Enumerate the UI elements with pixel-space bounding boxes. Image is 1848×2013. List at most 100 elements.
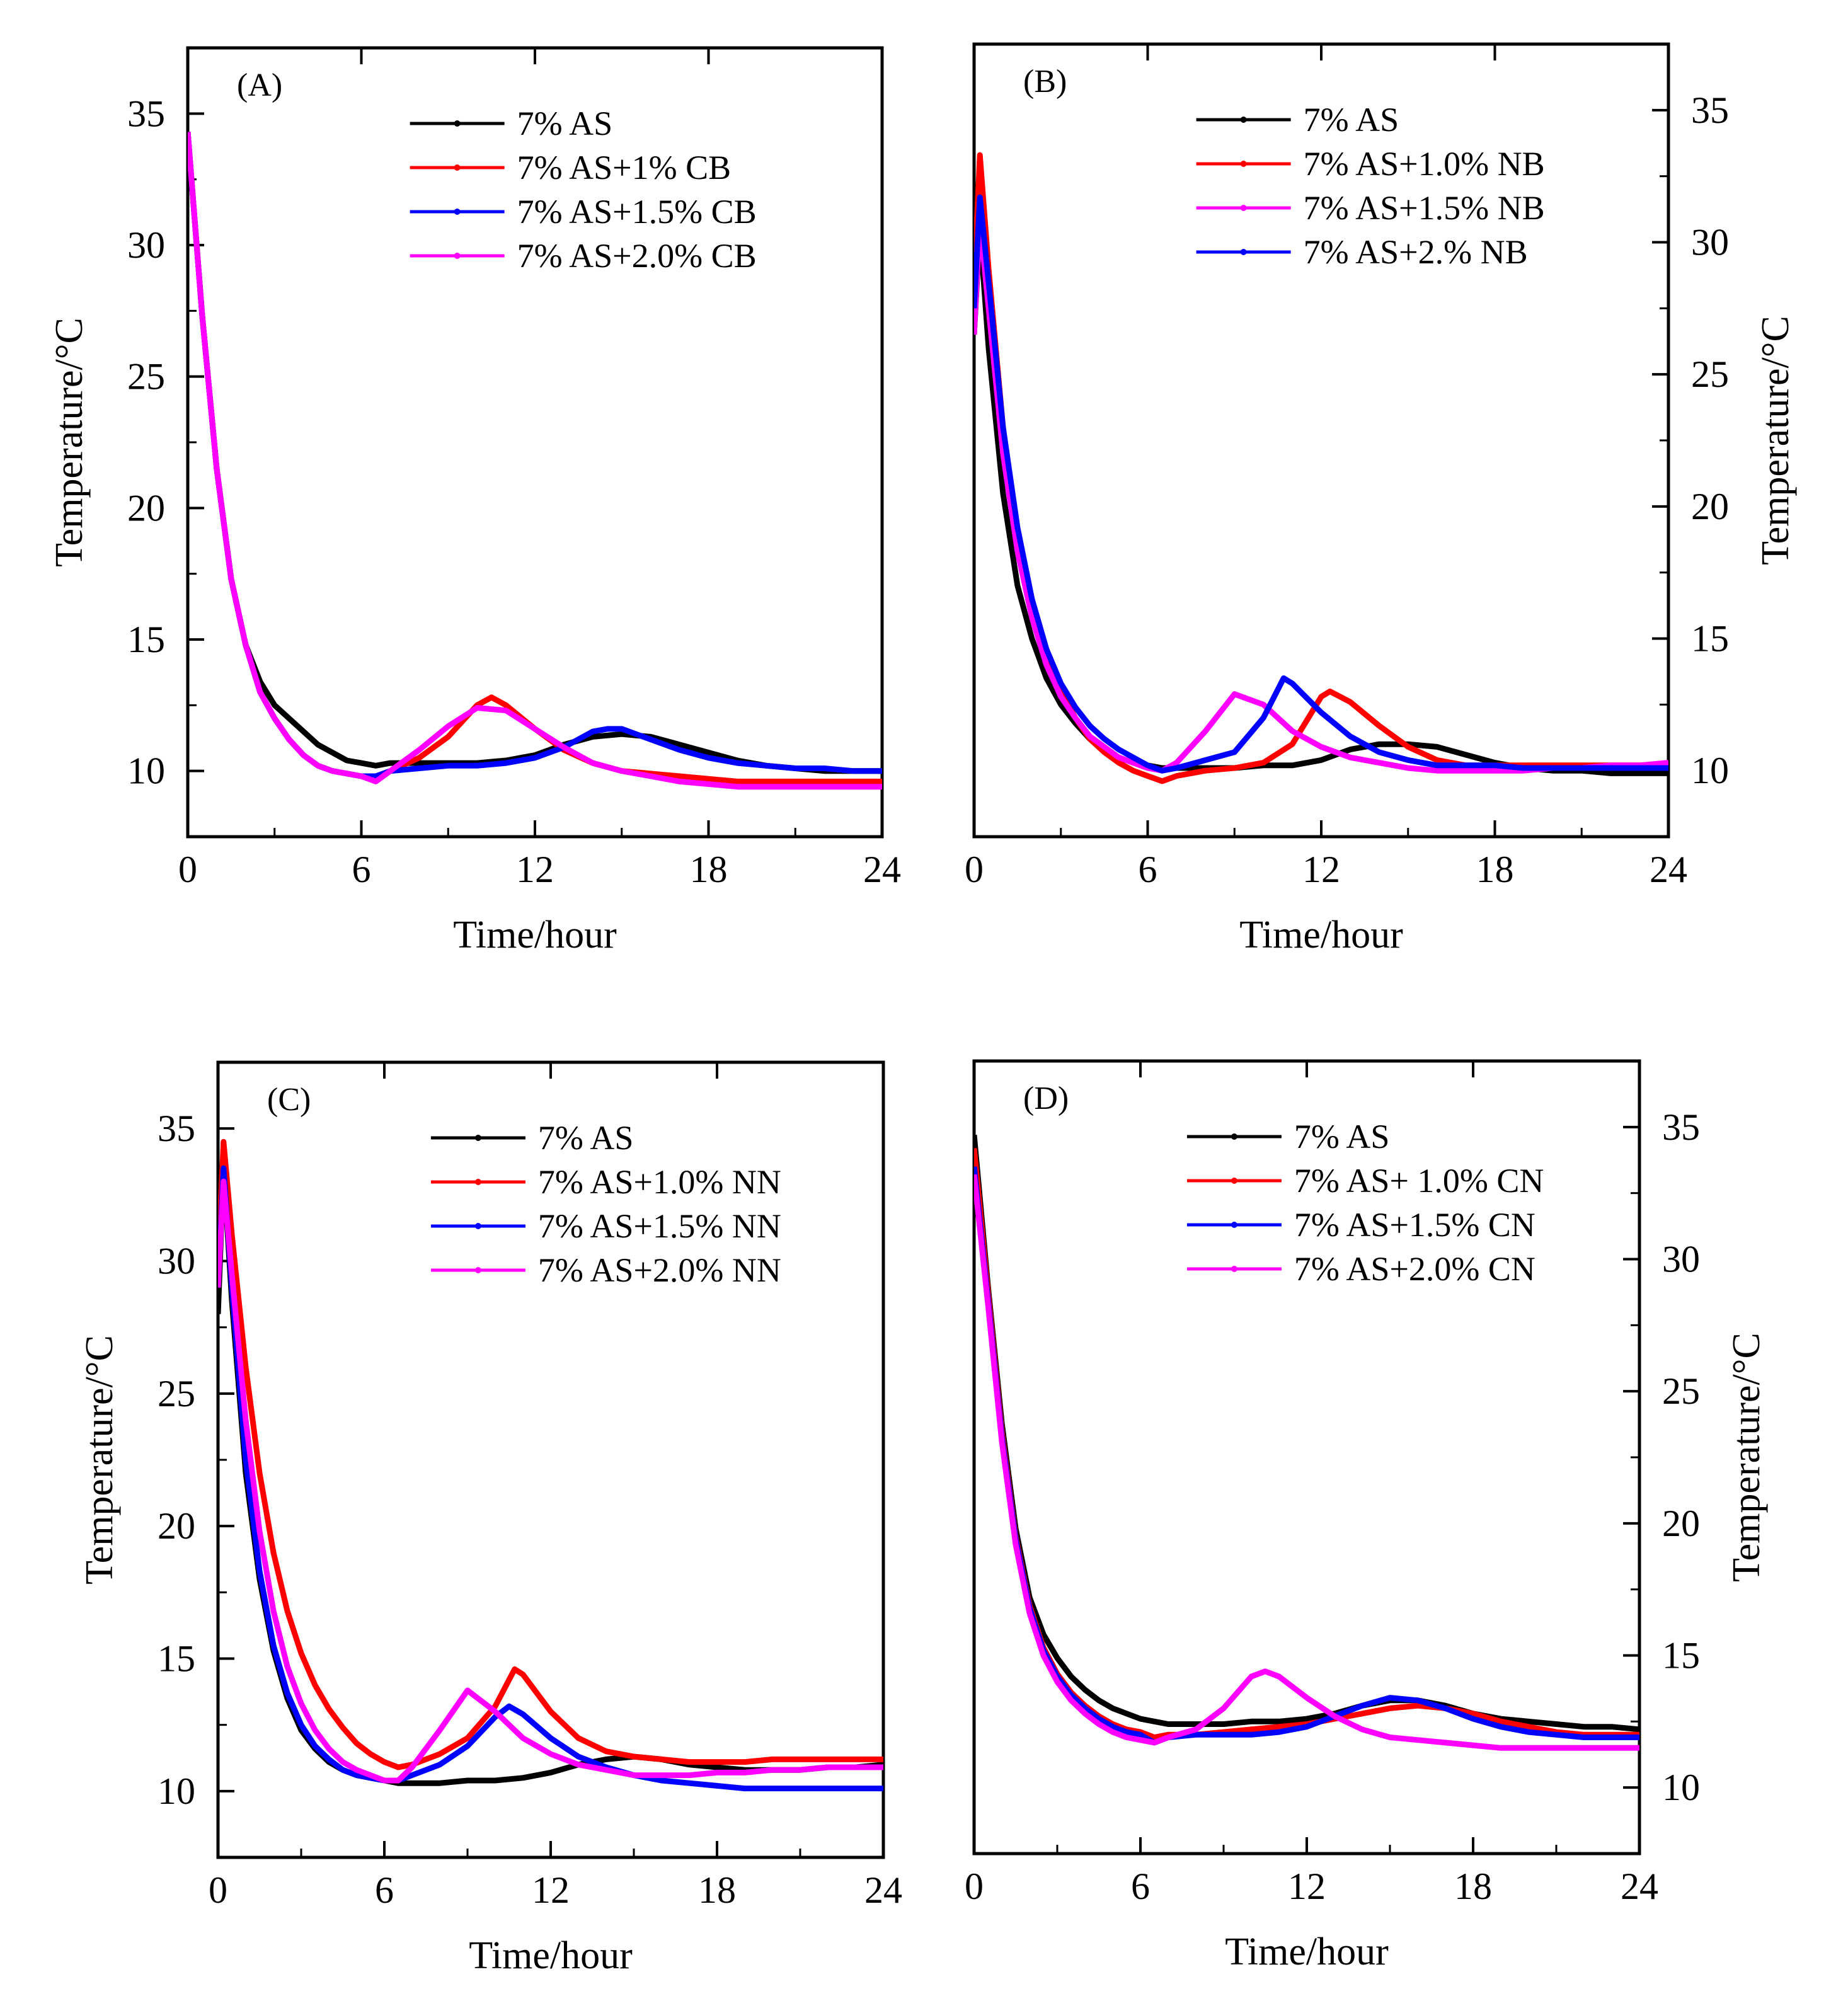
panel-a-x-axis-title: Time/hour [453,914,617,956]
panel-a-x-tick-label: 24 [863,849,901,890]
panel-d-y-axis-title: Temperature/°C [1725,1333,1768,1582]
panel-a-x-tick-label: 12 [516,849,554,890]
panel-a-y-tick-label: 30 [127,224,165,266]
panel-a-y-tick-label: 35 [127,93,165,134]
panel-b-legend-label-1: 7% AS [1304,101,1399,139]
panel-b-legend-marker-1 [1240,117,1247,123]
panel-b-x-tick-label: 12 [1302,849,1340,890]
panel-a-legend-marker-2 [454,164,461,171]
panel-c-x-tick-label: 6 [375,1869,394,1911]
panel-b-legend-marker-3 [1240,205,1247,211]
panel-d-y-tick-label: 35 [1662,1106,1700,1148]
panel-a-series-line-1 [188,132,882,774]
panel-a-legend-label-3: 7% AS+1.5% CB [517,193,757,231]
panel-d-y-tick-label: 25 [1662,1370,1700,1412]
panel-b-y-tick-label: 20 [1691,486,1729,527]
panel-d-legend-marker-2 [1231,1178,1237,1184]
panel-a-legend-label-2: 7% AS+1% CB [517,149,732,186]
panel-a-legend-marker-1 [454,120,461,127]
panel-c-y-tick-label: 15 [158,1638,195,1680]
panel-d-x-tick-label: 0 [965,1866,984,1907]
panel-d-x-tick-label: 24 [1621,1866,1658,1907]
panel-c-legend-label-2: 7% AS+1.0% NN [538,1163,781,1201]
panel-a-series-line-4 [188,132,882,790]
panel-d-series-line-4 [974,1174,1639,1751]
panel-c: 0 6 12 18 24 10 15 20 25 30 35 Time/hour Temperature… [78,1060,902,1977]
panel-d-label: (D) [1023,1081,1069,1116]
panel-b-series-line-1 [974,226,1668,776]
panel-a-x-tick-label: 0 [178,849,197,890]
panel-b-y-tick-label: 25 [1691,353,1729,395]
panel-b-legend-label-2: 7% AS+1.0% NB [1304,145,1545,183]
panel-d-legend-marker-4 [1231,1266,1237,1272]
panel-b-y-axis-title: Temperature/°C [1754,316,1797,565]
panel-b-y-tick-label: 15 [1691,618,1729,660]
panel-c-legend-label-4: 7% AS+2.0% NN [538,1251,781,1289]
panel-a-y-axis-title: Temperature/°C [48,318,91,567]
panel-d-y-tick-label: 30 [1662,1239,1700,1280]
panel-b-series-line-4 [974,194,1668,774]
panel-a-legend-marker-4 [454,253,461,259]
panel-d-legend-label-4: 7% AS+2.0% CN [1294,1250,1535,1288]
panel-d-x-tick-label: 18 [1454,1866,1492,1907]
panel-c-y-tick-label: 10 [158,1770,195,1812]
panel-b-y-tick-label: 30 [1691,222,1729,263]
panel-b-x-tick-label: 18 [1476,849,1514,890]
panel-c-x-tick-label: 24 [864,1869,902,1911]
panel-c-legend-marker-3 [474,1223,481,1229]
panel-b-x-tick-label: 6 [1139,849,1157,890]
panel-a-y-tick-label: 20 [127,487,165,529]
panel-d-y-tick-label: 10 [1662,1767,1700,1808]
panel-c-legend-label-1: 7% AS [538,1119,634,1157]
panel-d-legend-marker-1 [1231,1133,1237,1140]
panel-a-x-tick-label: 18 [690,849,728,890]
panel-b-legend-label-3: 7% AS+1.5% NB [1304,189,1545,227]
panel-c-y-tick-label: 30 [158,1241,195,1282]
panel-c-legend-label-3: 7% AS+1.5% NN [538,1207,781,1245]
panel-b-legend-marker-4 [1240,249,1247,255]
panel-a-y-tick-label: 25 [127,356,165,398]
panel-d-legend-label-2: 7% AS+ 1.0% CN [1294,1162,1544,1200]
panel-c-y-tick-label: 35 [158,1108,195,1149]
panel-b-y-tick-label: 35 [1691,89,1729,131]
panel-a-legend-marker-3 [454,209,461,215]
panel-a-label: (A) [237,67,282,103]
panel-b-label: (B) [1023,64,1067,100]
panel-c-series-line-2 [218,1138,883,1770]
panel-d: 0 6 12 18 24 10 15 20 25 30 35 Time/hour Temperature… [965,1059,1768,1973]
panel-d-legend-marker-3 [1231,1222,1237,1228]
panel-a-y-tick-label: 10 [127,750,165,792]
panel-c-y-axis-title: Temperature/°C [78,1335,121,1585]
panel-b-legend-label-4: 7% AS+2.% NB [1304,233,1528,271]
panel-b-series-line-3 [974,218,1668,774]
panel-c-series-line-3 [218,1165,883,1792]
panel-c-legend-marker-4 [474,1267,481,1273]
panel-a-legend-label-1: 7% AS [517,105,613,142]
panel-c-y-tick-label: 25 [158,1373,195,1414]
panel-b-legend-marker-2 [1240,161,1247,167]
panel-c-series-line-4 [218,1178,883,1784]
panel-c-legend-marker-2 [474,1179,481,1185]
panel-c-label: (C) [267,1082,311,1118]
panel-d-x-axis-title: Time/hour [1225,1930,1389,1973]
panel-c-x-tick-label: 0 [209,1869,227,1911]
panel-c-legend-marker-1 [474,1135,481,1141]
panel-d-x-tick-label: 12 [1288,1866,1326,1907]
panel-b: 0 6 12 18 24 10 15 20 25 30 35 Time/hour Temperature… [965,42,1797,956]
panel-d-legend-label-1: 7% AS [1294,1118,1390,1156]
panel-a-legend-label-4: 7% AS+2.0% CB [517,237,757,275]
panel-a: 0 6 12 18 24 10 15 20 25 30 35 Time/hour Temperature… [48,46,901,956]
panel-c-x-axis-title: Time/hour [469,1934,633,1977]
panel-c-y-tick-label: 20 [158,1505,195,1547]
panel-d-x-tick-label: 6 [1131,1866,1150,1907]
panel-b-x-axis-title: Time/hour [1239,914,1403,956]
panel-b-y-tick-label: 10 [1691,750,1729,791]
panel-d-y-tick-label: 15 [1662,1635,1700,1677]
panel-a-x-tick-label: 6 [352,849,371,890]
panel-d-legend-label-3: 7% AS+1.5% CN [1294,1206,1535,1244]
panel-b-x-tick-label: 24 [1650,849,1687,890]
panel-c-x-tick-label: 18 [698,1869,736,1911]
panel-b-x-tick-label: 0 [965,849,984,890]
panel-a-y-tick-label: 15 [127,619,165,660]
